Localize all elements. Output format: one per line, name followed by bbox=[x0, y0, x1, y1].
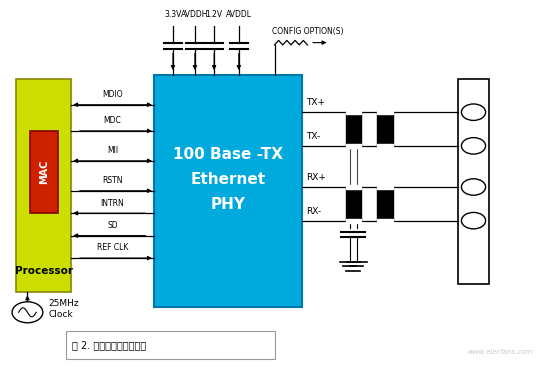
Text: CONFIG OPTION(S): CONFIG OPTION(S) bbox=[272, 27, 343, 36]
Bar bbox=[346, 185, 361, 189]
Bar bbox=[458, 79, 489, 284]
Text: 100 Base -TX
Ethernet
PHY: 100 Base -TX Ethernet PHY bbox=[173, 147, 283, 212]
Text: 25MHz
Clock: 25MHz Clock bbox=[48, 298, 79, 319]
Bar bbox=[377, 110, 393, 114]
Circle shape bbox=[461, 104, 485, 120]
Text: RSTN: RSTN bbox=[102, 176, 123, 185]
Circle shape bbox=[12, 302, 43, 323]
Bar bbox=[377, 219, 393, 223]
Bar bbox=[346, 144, 361, 148]
Bar bbox=[346, 219, 361, 223]
Text: 图 2. 标准以太网物料清单: 图 2. 标准以太网物料清单 bbox=[72, 340, 147, 350]
Bar bbox=[30, 131, 58, 213]
Bar bbox=[154, 75, 302, 307]
Text: INTRN: INTRN bbox=[100, 199, 125, 208]
Circle shape bbox=[461, 138, 485, 154]
Text: AVDDL: AVDDL bbox=[226, 10, 252, 19]
Text: REF CLK: REF CLK bbox=[97, 243, 128, 252]
Bar bbox=[346, 111, 361, 147]
Circle shape bbox=[461, 212, 485, 229]
Text: MII: MII bbox=[107, 146, 118, 155]
Text: Processor: Processor bbox=[15, 266, 73, 276]
Bar bbox=[377, 144, 393, 148]
Text: MAC: MAC bbox=[39, 160, 49, 184]
Text: 1.2V: 1.2V bbox=[205, 10, 223, 19]
Bar bbox=[16, 79, 71, 292]
Text: TX+: TX+ bbox=[306, 98, 326, 107]
Text: www.elecfans.com: www.elecfans.com bbox=[467, 349, 533, 355]
Text: SD: SD bbox=[107, 221, 118, 230]
Text: RX+: RX+ bbox=[306, 173, 326, 182]
Text: AVDDH: AVDDH bbox=[181, 10, 209, 19]
Text: TX-: TX- bbox=[306, 132, 321, 141]
Bar bbox=[377, 111, 393, 147]
Bar bbox=[346, 110, 361, 114]
Text: MDIO: MDIO bbox=[102, 90, 123, 99]
Text: MDC: MDC bbox=[104, 116, 121, 125]
Circle shape bbox=[461, 179, 485, 195]
Bar bbox=[377, 185, 393, 189]
Text: RX-: RX- bbox=[306, 207, 322, 216]
Bar bbox=[66, 331, 274, 359]
Bar bbox=[377, 186, 393, 222]
Text: 3.3V: 3.3V bbox=[164, 10, 182, 19]
Bar bbox=[346, 186, 361, 222]
